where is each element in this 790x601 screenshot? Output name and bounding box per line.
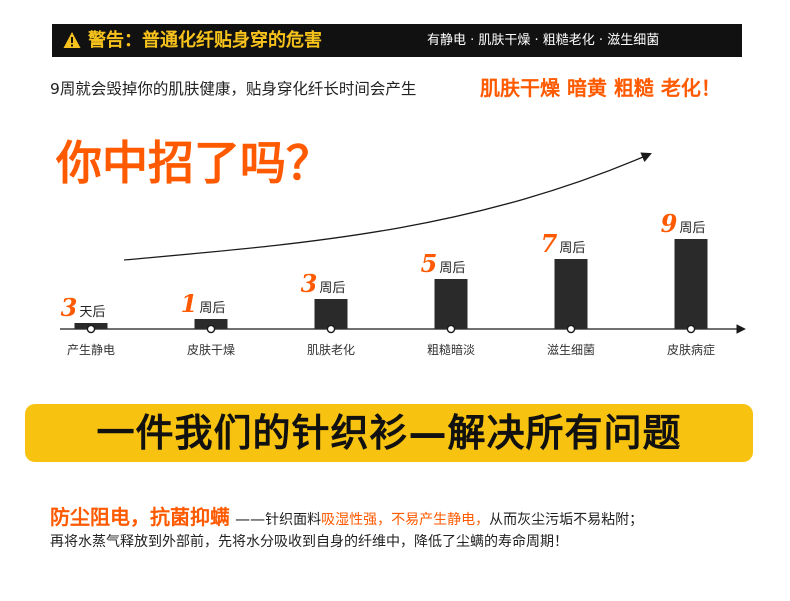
paragraph-dash: —— (235, 510, 266, 528)
warning-bar (52, 24, 742, 57)
axis-dot-4 (566, 324, 576, 334)
paragraph-line-2: 再将水蒸气释放到外部前，先将水分吸收到自身的纤维中，降低了尘螨的寿命周期！ (50, 534, 568, 550)
time-label-1: 1 周后 (181, 289, 226, 318)
time-number-5: 9 (661, 209, 678, 238)
axis-dot-3 (446, 324, 456, 334)
warning-tags: 有静电 · 肌肤干燥 · 粗糙老化 · 滋生细菌 (427, 33, 660, 48)
time-label-4: 7 周后 (541, 229, 586, 258)
warning-triangle-icon (63, 32, 81, 48)
time-unit-5: 周后 (679, 221, 705, 236)
time-number-2: 3 (301, 269, 318, 298)
time-label-5: 9 周后 (661, 209, 706, 238)
category-label-3: 粗糙暗淡 (427, 342, 475, 357)
paragraph-line-1: 防尘阻电，抗菌抑螨 ——针织面料吸湿性强，不易产生静电，从而灰尘污垢不易粘附； (50, 503, 643, 534)
paragraph-part-3: 从而灰尘污垢不易粘附； (489, 512, 644, 528)
axis-dot-1 (206, 324, 216, 334)
time-unit-0: 天后 (79, 305, 105, 320)
time-unit-2: 周后 (319, 281, 345, 296)
time-number-0: 3 (61, 293, 78, 322)
category-label-5: 皮肤病症 (667, 342, 715, 357)
bar-2 (314, 299, 348, 329)
time-label-2: 3 周后 (301, 269, 346, 298)
solution-banner: 一件我们的针织衫—解决所有问题 (25, 404, 753, 462)
bar-5 (674, 239, 708, 329)
header: 警告：普通化纤贴身穿的危害 有静电 · 肌肤干燥 · 粗糙老化 · 滋生细菌 (0, 0, 790, 57)
paragraph-title: 防尘阻电，抗菌抑螨 (50, 505, 230, 529)
time-number-3: 5 (421, 249, 438, 278)
axis-dot-2 (326, 324, 336, 334)
time-number-1: 1 (181, 289, 198, 318)
time-label-3: 5 周后 (421, 249, 466, 278)
trend-arrow (123, 152, 652, 261)
question-heading: 你中招了吗？ (56, 136, 332, 190)
intro-highlight: 肌肤干燥 暗黄 粗糙 老化！ (480, 76, 721, 100)
time-unit-3: 周后 (439, 261, 465, 276)
time-unit-1: 周后 (199, 301, 225, 316)
banner-text: 一件我们的针织衫—解决所有问题 (96, 411, 682, 455)
axis-dot-5 (686, 324, 696, 334)
intro-text: 9周就会毁掉你的肌肤健康，贴身穿化纤长时间会产生 (50, 80, 417, 98)
time-unit-4: 周后 (559, 241, 585, 256)
warning-title: 警告：普通化纤贴身穿的危害 (88, 30, 322, 51)
time-label-0: 3 天后 (61, 293, 106, 322)
paragraph-part-1: 针织面料 (265, 512, 322, 528)
paragraph-part-2: 吸湿性强，不易产生静电， (321, 512, 490, 528)
bar-4 (554, 259, 588, 329)
category-label-0: 产生静电 (67, 343, 115, 357)
axis-dot-0 (86, 324, 96, 334)
bar-1 (194, 319, 228, 329)
category-label-2: 肌肤老化 (307, 342, 355, 357)
time-number-4: 7 (541, 229, 558, 258)
category-label-4: 滋生细菌 (547, 343, 595, 357)
category-label-1: 皮肤干燥 (187, 342, 235, 357)
bar-3 (434, 279, 468, 329)
